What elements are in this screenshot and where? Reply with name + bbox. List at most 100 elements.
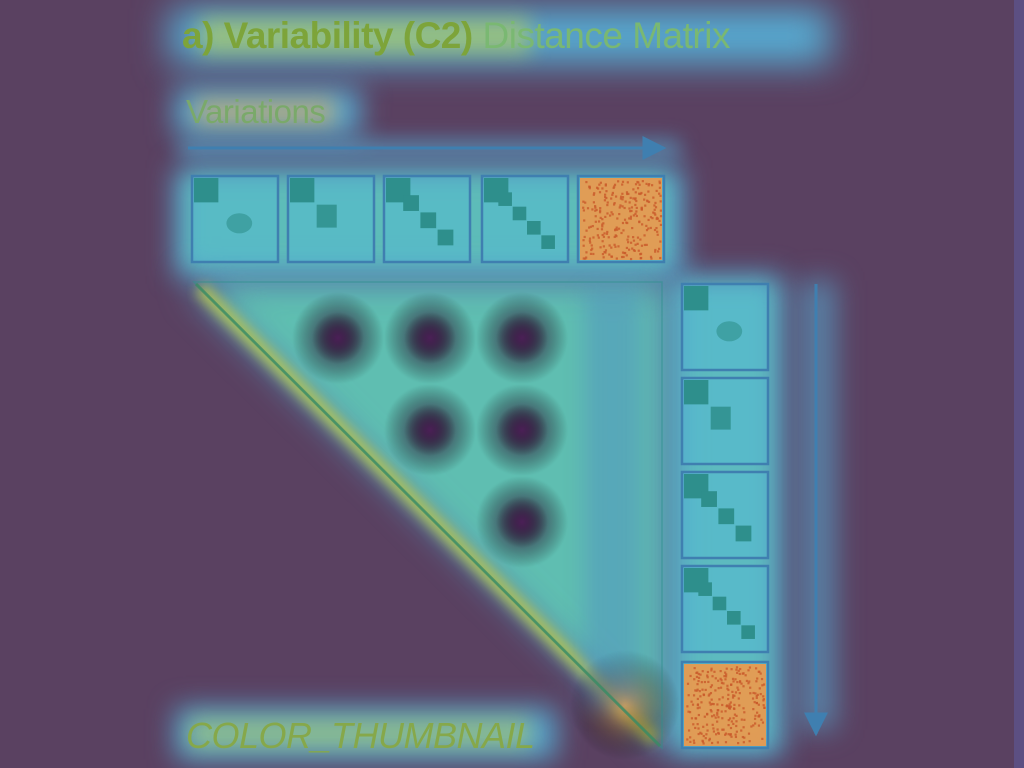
top-thumbnail-5-speck — [599, 209, 602, 212]
row-thumbnail-5-speck — [738, 692, 741, 695]
row-thumbnail-5-speck — [714, 677, 717, 680]
top-thumbnail-5-speck — [606, 212, 609, 215]
row-thumbnail-5-speck — [705, 723, 709, 726]
top-thumbnail-5-speck — [626, 181, 629, 184]
row-thumbnail-5-speck — [716, 711, 719, 714]
top-thumbnail-5-speck — [582, 244, 585, 247]
top-thumbnail-5-speck — [614, 195, 618, 198]
top-thumbnail-5-speck — [608, 214, 612, 217]
row-thumbnail-5-speck — [754, 692, 757, 695]
row-thumbnail-5-speck — [696, 697, 699, 701]
top-thumbnail-5-speck — [592, 252, 595, 256]
top-thumbnail-5-speck — [655, 189, 658, 193]
row-thumbnail-5-speck — [692, 723, 695, 726]
row-thumbnail-5-speck — [721, 696, 724, 699]
top-thumbnail-2-block — [316, 204, 337, 228]
top-thumbnail-5-speck — [641, 180, 644, 183]
row-thumbnail-5-speck — [732, 722, 735, 726]
row-thumbnail-5-speck — [758, 670, 761, 673]
top-thumbnail-5-speck — [624, 200, 627, 203]
row-thumbnail-5-speck — [761, 721, 765, 724]
row-thumbnail-5-speck — [687, 710, 690, 713]
top-thumbnail-5-speck — [621, 205, 624, 208]
top-thumbnail-5-speck — [600, 228, 604, 231]
top-thumbnail-5-speck — [654, 206, 658, 209]
row-thumbnail-5-speck — [725, 673, 728, 676]
row-thumbnail-5-speck — [743, 711, 746, 714]
top-thumbnail-5-speck — [608, 244, 611, 247]
row-thumbnail-5-speck — [755, 701, 759, 705]
row-thumbnail-5-speck — [752, 691, 755, 695]
top-thumbnail-5-speck — [620, 255, 624, 259]
top-thumbnail-5-speck — [627, 241, 630, 244]
row-thumbnail-5-speck — [697, 732, 700, 736]
top-thumbnail-5-speck — [592, 201, 595, 204]
row-thumbnail-5-speck — [716, 741, 720, 744]
row-thumbnail-5-speck — [737, 697, 740, 700]
row-thumbnail-5-speck — [708, 701, 711, 704]
row-thumbnail-5-speck — [698, 706, 701, 709]
row-thumbnail-4-diag-block — [727, 611, 741, 625]
row-thumbnail-5-speck — [723, 675, 726, 678]
row-thumbnail-5-speck — [708, 739, 711, 742]
row-thumbnail-5-speck — [752, 724, 755, 727]
row-thumbnail-5-speck — [716, 720, 719, 723]
row-thumbnail-5-speck — [719, 686, 723, 689]
row-thumbnail-5-speck — [706, 670, 710, 674]
top-thumbnail-5-speck — [614, 234, 617, 237]
top-thumbnail-1-dot — [226, 213, 253, 234]
row-thumbnail-5-speck — [705, 733, 708, 736]
top-thumbnail-5-speck — [589, 241, 592, 244]
row-thumbnail-5-speck — [727, 718, 730, 722]
row-thumbnail-5-speck — [707, 694, 710, 697]
row-thumbnail-5-speck — [748, 666, 752, 669]
top-thumbnail-5-speck — [657, 247, 661, 250]
top-thumbnail-5-speck — [644, 204, 647, 207]
row-thumbnail-5-speck — [714, 716, 717, 719]
row-thumbnail-5-speck — [718, 698, 721, 701]
row-thumbnail-5-speck — [725, 704, 729, 707]
row-thumbnail-5-speck — [735, 668, 738, 671]
top-thumbnail-5-speck — [630, 209, 633, 213]
row-thumbnail-5-speck — [756, 677, 759, 680]
row-thumbnail-5-speck — [758, 687, 761, 690]
row-thumbnail-5-speck — [699, 695, 702, 698]
row-thumbnail-5-speck — [727, 693, 730, 696]
row-thumbnail-5-speck — [699, 673, 702, 676]
matrix-diagonal — [194, 282, 662, 748]
top-thumbnail-5-speck — [585, 180, 588, 184]
row-thumbnail-5-speck — [706, 676, 709, 679]
row-thumbnail-5-speck — [753, 717, 757, 720]
row-thumbnail-5-speck — [710, 669, 713, 672]
row-thumbnail-5-speck — [761, 684, 764, 687]
row-thumbnail-5-speck — [689, 674, 692, 678]
row-thumbnail-5-speck — [695, 671, 698, 675]
row-thumbnail-5-speck — [708, 693, 711, 696]
row-thumbnail-5-speck — [727, 733, 730, 736]
top-thumbnail-5-speck — [625, 246, 628, 250]
top-thumbnail-5-speck — [634, 183, 638, 186]
top-thumbnail-5-speck — [590, 244, 593, 247]
row-thumbnail-5-speck — [755, 667, 758, 670]
row-thumbnail-5-speck — [709, 703, 712, 706]
top-thumbnail-5-speck — [610, 246, 613, 249]
top-thumbnail-5-speck — [659, 223, 663, 227]
top-thumbnail-5-speck — [659, 200, 662, 203]
row-thumbnail-5-speck — [713, 714, 716, 717]
top-thumbnail-5-speck — [593, 192, 596, 195]
top-thumbnail-5-speck — [641, 223, 644, 226]
top-thumbnail-5-speck — [637, 249, 640, 252]
row-thumbnail-5-speck — [716, 709, 719, 712]
top-thumbnail-5-speck — [605, 232, 609, 235]
row-thumbnail-5-speck — [735, 730, 738, 733]
row-thumbnail-5-speck — [694, 726, 697, 730]
top-thumbnail-5-speck — [626, 238, 629, 241]
row-thumbnail-5-speck — [729, 733, 732, 736]
row-thumbnail-5-speck — [728, 703, 731, 706]
top-thumbnail-5-speck — [601, 187, 604, 190]
row-thumbnail-5-speck — [743, 736, 746, 739]
top-thumbnail-5-speck — [622, 255, 625, 259]
row-thumbnail-5-speck — [762, 704, 765, 707]
row-thumbnail-1-corner-block — [684, 286, 709, 311]
